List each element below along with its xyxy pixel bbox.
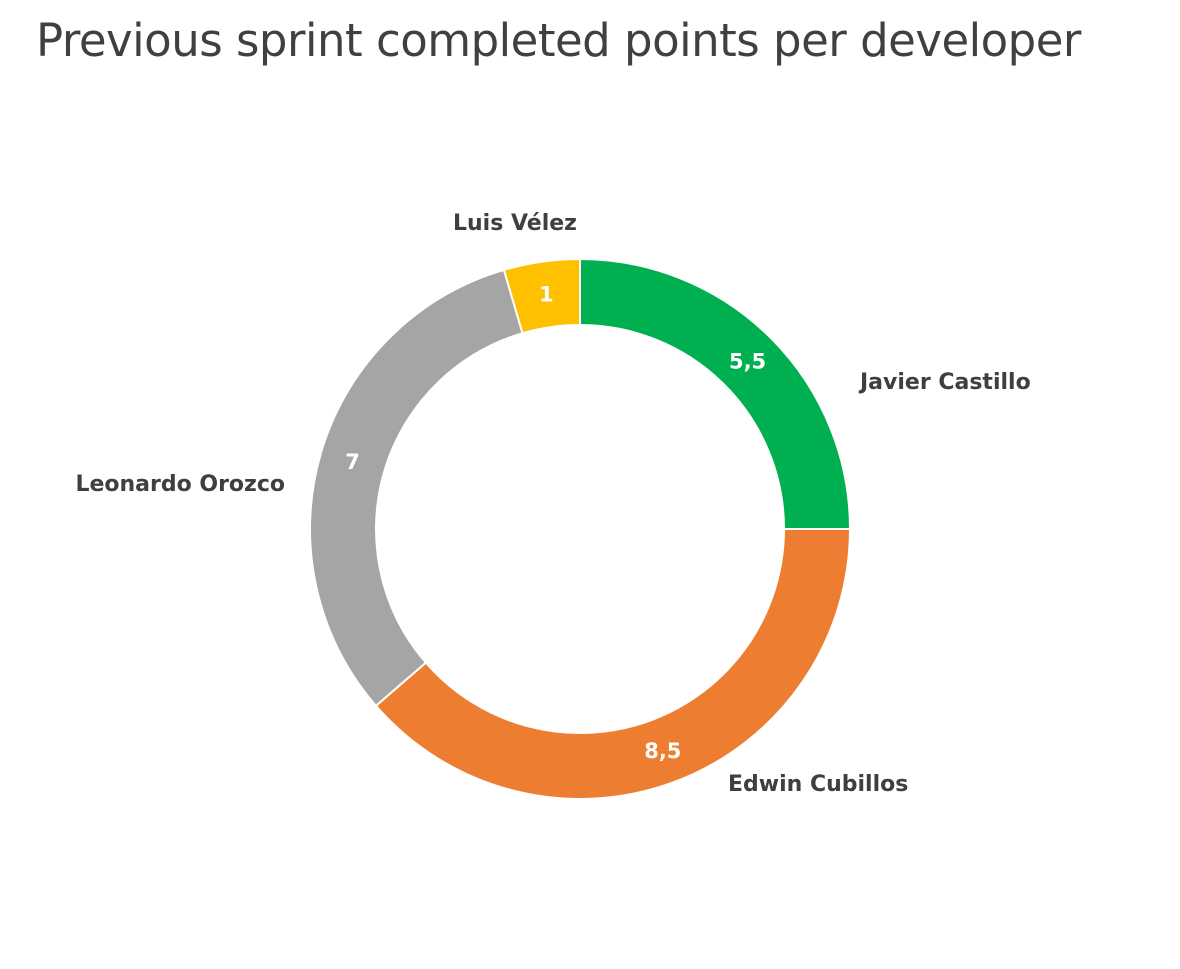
slice-edwin-cubillos (374, 528, 852, 800)
value-label-javier-castillo: 5,5 (729, 349, 766, 373)
value-label-edwin-cubillos: 8,5 (644, 739, 681, 763)
category-labels-group: Javier Castillo Edwin Cubillos Leonardo Or… (75, 211, 1030, 797)
slices-group (309, 257, 852, 800)
slice-leonardo-orozco (309, 268, 524, 708)
category-label-javier-castillo: Javier Castillo (858, 370, 1031, 395)
chart-title: Previous sprint completed points per dev… (36, 14, 1081, 67)
slice-javier-castillo (579, 257, 852, 530)
category-label-edwin-cubillos: Edwin Cubillos (728, 772, 908, 797)
category-label-luis-velez: Luis Vélez (453, 211, 577, 236)
value-labels-group: 5,5 8,5 7 1 (345, 282, 766, 763)
category-label-leonardo-orozco: Leonardo Orozco (75, 472, 285, 497)
value-label-leonardo-orozco: 7 (345, 450, 360, 474)
value-label-luis-velez: 1 (539, 282, 554, 306)
slice-luis-velez (502, 257, 581, 335)
